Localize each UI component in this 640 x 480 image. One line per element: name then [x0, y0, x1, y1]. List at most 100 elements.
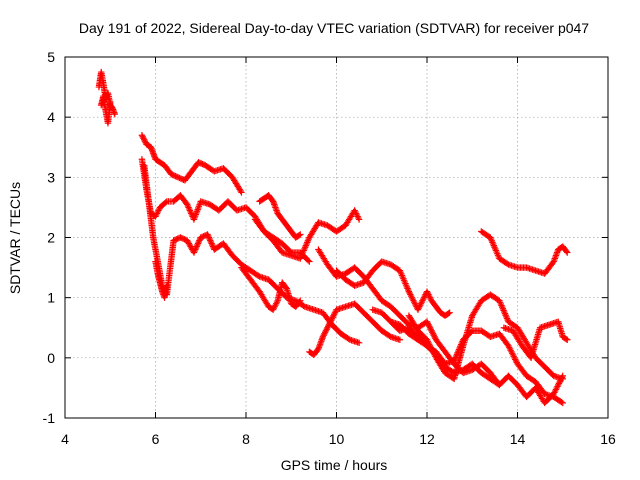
data-point-marker	[506, 345, 514, 353]
data-point-marker	[306, 258, 313, 265]
data-point-marker	[396, 336, 404, 343]
data-point-marker	[237, 187, 244, 195]
data-point-marker	[564, 336, 571, 343]
data-point-marker	[153, 210, 161, 217]
data-point-marker	[111, 110, 118, 118]
data-point-marker	[427, 326, 434, 333]
data-point-marker	[429, 330, 437, 337]
data-point-marker	[410, 297, 417, 304]
data-point-marker	[195, 238, 202, 246]
data-point-marker	[272, 301, 279, 309]
x-tick-label: 14	[510, 431, 526, 447]
data-point-marker	[193, 243, 200, 250]
data-point-marker	[204, 231, 211, 238]
x-tick-label: 10	[329, 431, 345, 447]
series-track-12	[333, 258, 453, 319]
data-point-marker	[553, 384, 560, 392]
data-point-marker	[207, 237, 214, 244]
data-point-marker	[187, 208, 194, 216]
data-point-marker	[297, 297, 304, 304]
data-point-marker	[271, 303, 278, 310]
data-point-marker	[551, 389, 558, 396]
data-point-marker	[559, 399, 566, 407]
data-point-marker	[506, 344, 513, 351]
data-point-marker	[417, 301, 424, 309]
y-tick-label: 4	[47, 109, 55, 125]
data-point-marker	[186, 207, 194, 214]
data-point-marker	[296, 298, 303, 306]
data-point-marker	[209, 241, 216, 249]
data-point-marker	[406, 289, 413, 297]
data-point-marker	[417, 300, 425, 307]
y-axis-label: SDTVAR / TECUs	[7, 182, 23, 294]
data-point-marker	[331, 309, 339, 316]
data-point-marker	[186, 205, 193, 213]
data-point-marker	[238, 189, 245, 196]
data-point-marker	[420, 295, 427, 303]
data-point-marker	[322, 327, 330, 334]
data-point-marker	[550, 390, 557, 398]
series-track-5	[140, 162, 363, 346]
data-point-marker	[305, 257, 312, 264]
data-point-marker	[407, 291, 414, 298]
data-point-marker	[564, 249, 571, 256]
data-point-marker	[269, 306, 277, 313]
data-point-marker	[323, 326, 330, 333]
x-tick-label: 4	[61, 431, 69, 447]
data-point-marker	[107, 98, 114, 106]
data-point-marker	[555, 381, 562, 389]
data-point-marker	[154, 208, 161, 216]
data-point-marker	[512, 357, 520, 365]
data-point-marker	[505, 342, 512, 349]
data-point-marker	[297, 231, 304, 238]
data-point-marker	[557, 377, 564, 384]
data-point-marker	[192, 246, 199, 253]
data-point-marker	[510, 353, 517, 360]
data-point-marker	[558, 398, 565, 406]
series-track-16	[478, 228, 571, 277]
axis-ticks	[64, 56, 609, 419]
data-point-marker	[183, 201, 191, 208]
data-point-marker	[207, 238, 215, 246]
data-point-marker	[272, 300, 280, 307]
series-track-8	[238, 264, 304, 313]
data-point-marker	[420, 294, 428, 301]
data-point-marker	[139, 133, 146, 140]
data-point-marker	[446, 309, 453, 316]
data-point-marker	[185, 204, 192, 211]
data-point-marker	[509, 351, 517, 359]
data-point-marker	[320, 332, 327, 339]
y-tick-label: 5	[47, 49, 55, 65]
y-tick-label: 0	[47, 350, 55, 366]
data-point-marker	[445, 310, 452, 317]
data-point-marker	[270, 304, 278, 312]
data-point-marker	[205, 234, 213, 241]
data-point-marker	[328, 315, 336, 322]
series-track-15	[387, 318, 566, 407]
data-point-marker	[191, 247, 198, 255]
data-point-marker	[205, 232, 212, 240]
data-point-marker	[206, 235, 213, 243]
data-point-marker	[138, 132, 146, 139]
data-point-marker	[424, 289, 431, 297]
data-point-marker	[353, 211, 361, 219]
data-point-marker	[429, 329, 436, 336]
data-point-marker	[155, 207, 162, 214]
data-point-marker	[354, 213, 361, 220]
data-point-marker	[282, 284, 290, 291]
data-point-marker	[552, 387, 559, 395]
data-point-marker	[555, 380, 563, 387]
data-point-marker	[355, 216, 363, 223]
data-point-marker	[423, 336, 431, 343]
series-track-6	[152, 258, 171, 301]
data-point-marker	[409, 295, 416, 303]
data-point-marker	[511, 354, 518, 362]
data-point-marker	[428, 327, 435, 334]
data-point-marker	[194, 241, 201, 249]
data-point-marker	[325, 321, 333, 328]
data-point-marker	[321, 329, 329, 336]
data-point-marker	[386, 332, 393, 340]
series-track-17	[500, 318, 571, 362]
data-point-marker	[423, 318, 431, 325]
